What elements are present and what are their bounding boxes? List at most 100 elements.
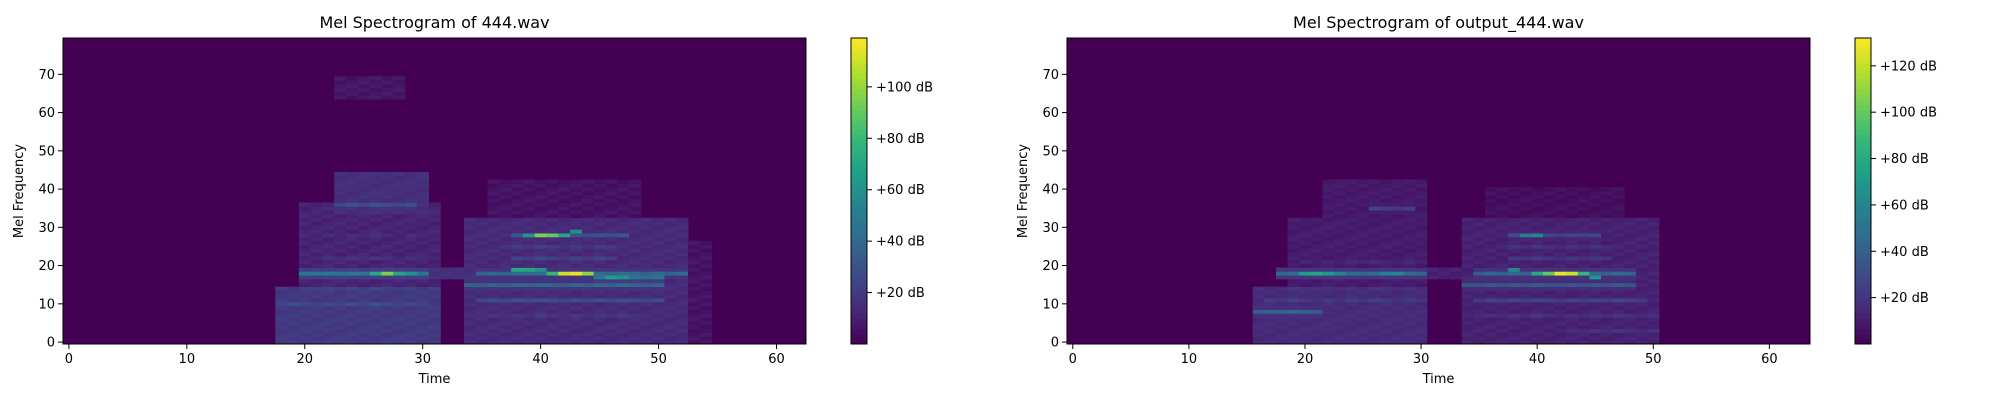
heatmap-cell [1635,313,1648,318]
heatmap-cell [1415,324,1428,330]
heatmap-cell [1368,217,1381,222]
heatmap-cell [581,202,595,207]
heatmap-cell [357,233,371,238]
heatmap-cell [688,278,701,284]
heatmap-cell [405,206,418,211]
heatmap-cell [334,221,347,226]
heatmap-cell [1368,324,1381,330]
heatmap-cell [475,248,488,253]
heatmap-cell [1484,252,1497,257]
heatmap-cell [1531,217,1544,222]
heatmap-cell [1519,275,1532,280]
colorbar-segment [1855,242,1871,248]
colorbar-segment [1855,109,1871,115]
heatmap-cell [1322,267,1335,272]
heatmap-cell [1380,340,1393,345]
heatmap-cell [1554,267,1567,272]
heatmap-cell [346,236,359,242]
heatmap-cell [1287,282,1300,288]
heatmap-cell [357,294,371,299]
heatmap-cell [1519,225,1532,230]
heatmap-cell [640,328,654,333]
heatmap-cell [629,202,642,207]
heatmap-cell [1368,313,1381,318]
heatmap-cell [1519,317,1532,322]
heatmap-cell [617,286,630,291]
heatmap-cell [581,328,595,333]
heatmap-cell [522,229,536,234]
heatmap-cell [381,301,394,307]
heatmap-cell [1531,309,1544,314]
heatmap-cell [1403,290,1416,295]
heatmap-cell [1647,221,1660,226]
heatmap-cell [1601,286,1614,291]
heatmap-cell [1484,340,1497,345]
heatmap-cell [1589,267,1602,272]
heatmap-cell [475,275,488,280]
colorbar-segment [1855,252,1871,258]
heatmap-cell [1612,202,1625,207]
heatmap-cell [1484,271,1497,276]
heatmap-cell [1322,305,1335,310]
heatmap-cell [617,259,630,265]
heatmap-cell [1392,191,1405,196]
heatmap-cell [1589,221,1602,226]
colorbar-segment [1855,145,1871,151]
heatmap-cell [1310,256,1323,261]
heatmap-cell [357,198,371,203]
heatmap-cell [499,187,512,192]
heatmap-cell [1635,248,1648,253]
heatmap-cell [475,301,488,307]
heatmap-cell [1473,282,1486,288]
heatmap-cell [593,309,606,314]
heatmap-cell [1542,202,1555,207]
colorbar-segment [851,328,867,335]
heatmap-cell [405,313,418,318]
heatmap-cell [688,294,701,299]
heatmap-cell [1542,252,1555,257]
heatmap-cell [1577,206,1590,211]
heatmap-cell [1566,225,1579,230]
heatmap-cell [1508,309,1521,314]
heatmap-cell [570,202,583,207]
heatmap-cell [346,83,359,89]
heatmap-cell [1589,213,1602,219]
heatmap-cell [1415,179,1428,184]
heatmap-cell [428,313,441,318]
heatmap-cell [1484,290,1497,295]
x-tick-label: 20 [1297,352,1314,367]
heatmap-cell [381,290,394,295]
heatmap-cell [688,321,701,326]
heatmap-cell [357,202,371,207]
heatmap-cell [416,332,429,337]
heatmap-cell [499,286,512,291]
colorbar-segment [1855,257,1871,263]
heatmap-cell [522,217,536,222]
heatmap-cell [605,244,618,249]
heatmap-cell [369,259,382,265]
heatmap-cell [1577,282,1590,288]
heatmap-cell [1415,313,1428,318]
heatmap-cell [1415,202,1428,207]
heatmap-cell [558,210,571,215]
heatmap-cell [1380,248,1393,253]
heatmap-cell [1519,305,1532,310]
heatmap-cell [581,179,595,184]
heatmap-cell [617,313,630,318]
heatmap-cell [534,305,547,310]
heatmap-cell [1496,206,1509,211]
heatmap-cell [629,321,642,326]
heatmap-cell [1368,340,1381,345]
heatmap-cell [1403,309,1416,314]
heatmap-cell [1368,321,1381,326]
heatmap-cell [652,332,665,337]
heatmap-cell [1577,263,1590,268]
heatmap-cell [499,275,512,280]
heatmap-cell [334,179,347,184]
heatmap-cell [393,213,406,219]
heatmap-cell [664,229,677,234]
heatmap-cell [1496,194,1509,200]
heatmap-cell [676,321,689,326]
heatmap-cell [1322,324,1335,330]
heatmap-cell [593,244,606,249]
